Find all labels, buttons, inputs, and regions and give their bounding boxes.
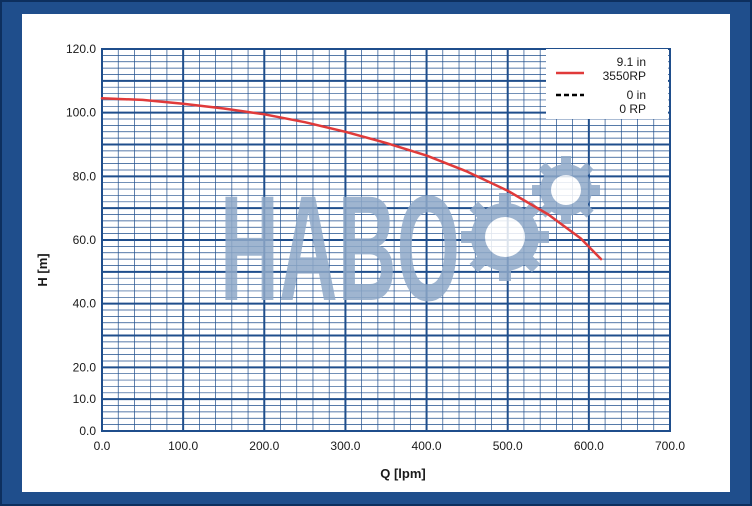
series-layer xyxy=(100,97,603,261)
y-tick-label: 10.0 xyxy=(73,392,97,406)
x-tick-label: 600.0 xyxy=(574,439,604,453)
tick-labels: 0.0 100.0 200.0 300.0 400.0 500.0 600.0 700.0 0.… xyxy=(66,42,685,453)
habo-watermark: HABO xyxy=(220,156,600,332)
x-tick-label: 200.0 xyxy=(249,439,279,453)
legend-box xyxy=(546,49,668,119)
legend: 9.1 in 3550RP 0 in 0 RP xyxy=(546,49,668,119)
legend-label-series-1-line1: 9.1 in xyxy=(617,55,646,69)
y-tick-label: 80.0 xyxy=(73,169,97,183)
legend-label-series-2-line2: 0 RP xyxy=(619,102,646,116)
x-tick-label: 400.0 xyxy=(412,439,442,453)
x-axis-label: Q [lpm] xyxy=(380,466,426,481)
x-tick-label: 500.0 xyxy=(493,439,523,453)
y-tick-label: 60.0 xyxy=(73,233,97,247)
x-tick-label: 700.0 xyxy=(655,439,685,453)
series-line-1 xyxy=(100,97,603,261)
y-tick-label: 100.0 xyxy=(66,106,96,120)
plot-border xyxy=(101,48,671,432)
legend-label-series-1-line2: 3550RP xyxy=(603,69,646,83)
legend-label-series-2-line1: 0 in xyxy=(627,88,646,102)
y-tick-label: 40.0 xyxy=(73,297,97,311)
watermark-text: HABO xyxy=(220,164,460,332)
x-tick-label: 100.0 xyxy=(168,439,198,453)
y-tick-label: 20.0 xyxy=(73,360,97,374)
y-tick-label: 0.0 xyxy=(79,424,96,438)
gear-icon-small xyxy=(532,156,600,224)
x-tick-label: 300.0 xyxy=(330,439,360,453)
x-tick-label: 0.0 xyxy=(94,439,111,453)
y-tick-label: 120.0 xyxy=(66,42,96,56)
gear-icon xyxy=(461,193,549,281)
y-axis-label: H [m] xyxy=(35,253,50,286)
